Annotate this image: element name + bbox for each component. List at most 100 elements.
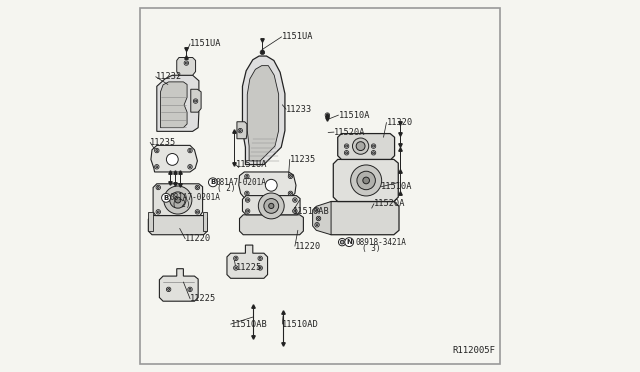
Circle shape <box>162 193 170 202</box>
Text: 11233: 11233 <box>286 105 312 114</box>
Circle shape <box>188 164 192 169</box>
Polygon shape <box>148 215 207 235</box>
Text: 11510A: 11510A <box>381 182 413 191</box>
Polygon shape <box>312 202 331 235</box>
Text: ( 3): ( 3) <box>362 244 380 253</box>
Circle shape <box>353 138 369 154</box>
Polygon shape <box>148 212 153 231</box>
Circle shape <box>166 154 178 165</box>
Polygon shape <box>203 212 207 231</box>
Circle shape <box>196 211 198 213</box>
Circle shape <box>340 240 344 244</box>
Circle shape <box>289 176 291 177</box>
Circle shape <box>196 186 198 189</box>
Circle shape <box>292 198 297 202</box>
Circle shape <box>189 150 191 151</box>
Circle shape <box>156 185 161 190</box>
Polygon shape <box>239 172 296 198</box>
Polygon shape <box>243 196 300 215</box>
Circle shape <box>195 185 200 190</box>
Circle shape <box>238 128 243 133</box>
Circle shape <box>156 210 161 214</box>
Text: B: B <box>211 179 216 185</box>
Circle shape <box>315 222 319 227</box>
Circle shape <box>186 62 188 64</box>
Circle shape <box>371 144 376 148</box>
Circle shape <box>294 210 296 212</box>
Circle shape <box>288 191 292 196</box>
Polygon shape <box>191 89 201 112</box>
Circle shape <box>157 186 159 189</box>
Circle shape <box>155 148 159 153</box>
Text: ( 2): ( 2) <box>172 200 191 209</box>
Polygon shape <box>243 56 285 164</box>
Circle shape <box>261 51 264 53</box>
Circle shape <box>260 50 264 55</box>
Circle shape <box>166 287 171 292</box>
Circle shape <box>259 257 261 259</box>
Circle shape <box>264 199 278 213</box>
Text: 1151UA: 1151UA <box>236 160 268 169</box>
Polygon shape <box>247 65 278 161</box>
Text: 11520A: 11520A <box>374 199 405 208</box>
Text: 08918-3421A: 08918-3421A <box>356 238 406 247</box>
Circle shape <box>289 192 291 195</box>
Circle shape <box>155 164 159 169</box>
Text: 11510AD: 11510AD <box>282 320 319 328</box>
Circle shape <box>294 199 296 201</box>
Circle shape <box>245 198 250 202</box>
Polygon shape <box>239 215 303 235</box>
Circle shape <box>195 100 196 102</box>
Circle shape <box>315 208 319 212</box>
Text: 11510AB: 11510AB <box>230 320 268 328</box>
Text: N: N <box>346 239 352 245</box>
Circle shape <box>235 267 237 269</box>
Circle shape <box>266 179 277 191</box>
Text: 11225: 11225 <box>190 294 216 303</box>
Text: 11235: 11235 <box>150 138 177 147</box>
Text: 11220: 11220 <box>185 234 211 243</box>
Circle shape <box>325 113 330 117</box>
Circle shape <box>168 288 170 291</box>
Circle shape <box>234 256 238 260</box>
Circle shape <box>246 199 248 201</box>
Circle shape <box>259 267 261 269</box>
Text: 081A7-0201A: 081A7-0201A <box>170 193 221 202</box>
Circle shape <box>371 151 376 155</box>
Circle shape <box>292 209 297 213</box>
Polygon shape <box>338 134 395 160</box>
Text: 11510AB: 11510AB <box>292 206 330 216</box>
Polygon shape <box>157 75 199 131</box>
Circle shape <box>316 209 318 211</box>
Text: 1151UA: 1151UA <box>190 39 221 48</box>
Circle shape <box>246 210 248 212</box>
Circle shape <box>363 177 369 184</box>
Circle shape <box>258 266 262 270</box>
Text: 11520A: 11520A <box>334 128 365 137</box>
Circle shape <box>175 197 181 203</box>
Text: 11510A: 11510A <box>339 110 370 120</box>
Circle shape <box>357 171 376 190</box>
Polygon shape <box>237 122 247 139</box>
Text: B: B <box>163 195 169 201</box>
Circle shape <box>345 238 353 247</box>
Text: 11220: 11220 <box>295 242 321 251</box>
Circle shape <box>372 145 374 147</box>
Text: 081A7-0201A: 081A7-0201A <box>216 178 267 187</box>
Circle shape <box>372 152 374 154</box>
Circle shape <box>346 145 348 147</box>
Circle shape <box>316 216 321 221</box>
Circle shape <box>156 166 158 168</box>
Text: 11225: 11225 <box>236 263 262 272</box>
Circle shape <box>288 174 292 179</box>
Circle shape <box>188 148 192 153</box>
Circle shape <box>259 193 284 219</box>
Circle shape <box>339 238 346 246</box>
Text: 1151UA: 1151UA <box>282 32 313 41</box>
Circle shape <box>316 224 318 226</box>
Circle shape <box>188 287 192 292</box>
Polygon shape <box>227 245 268 278</box>
Polygon shape <box>177 58 196 75</box>
Text: 11232: 11232 <box>156 72 182 81</box>
Polygon shape <box>159 269 198 301</box>
